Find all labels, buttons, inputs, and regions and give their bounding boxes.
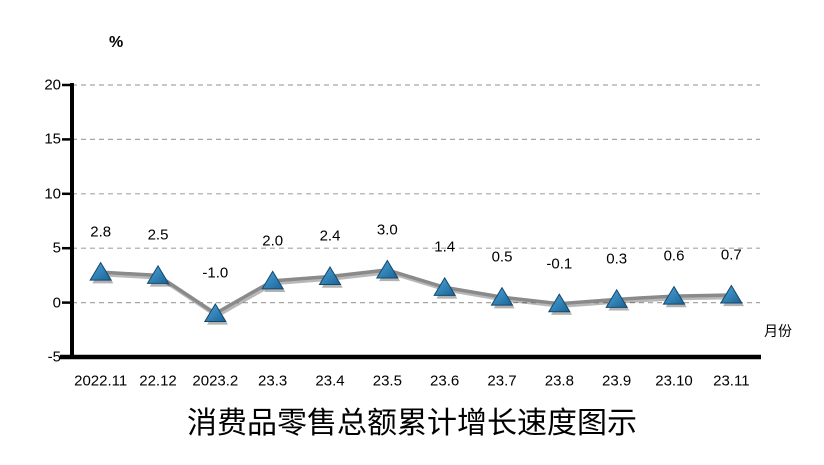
x-tick-label-23.11: 23.11 <box>713 372 750 390</box>
data-label-23.4: 2.4 <box>319 227 341 245</box>
data-label-2023.2: -1.0 <box>202 264 229 282</box>
y-tick-label-20: 20 <box>44 76 61 94</box>
data-label-23.6: 1.4 <box>434 238 456 256</box>
data-point-marker-23.6 <box>433 276 457 296</box>
chart-title: 消费品零售总额累计增长速度图示 <box>187 407 637 440</box>
data-label-2022.11: 2.8 <box>90 223 112 241</box>
data-point-marker-23.4 <box>318 266 342 285</box>
x-axis-title: 月份 <box>764 323 792 339</box>
data-point-marker-23.3 <box>261 270 285 290</box>
data-label-23.11: 0.7 <box>720 246 742 264</box>
y-tick-label-0: 0 <box>52 294 61 312</box>
data-label-23.10: 0.6 <box>663 247 685 265</box>
data-point-marker-2023.2 <box>203 303 227 322</box>
data-label-23.3: 2.0 <box>262 232 284 250</box>
y-tick-label-5: 5 <box>52 239 61 257</box>
x-tick-label-23.6: 23.6 <box>430 372 460 390</box>
data-label-23.8: -0.1 <box>546 255 573 273</box>
data-label-22.12: 2.5 <box>147 226 169 244</box>
data-point-marker-23.8 <box>547 293 571 313</box>
x-tick-label-2022.11: 2022.11 <box>74 372 128 390</box>
data-point-marker-23.10 <box>662 285 686 305</box>
data-point-marker-23.9 <box>605 288 629 308</box>
series-line <box>100 268 732 316</box>
data-point-marker-23.11 <box>719 284 743 304</box>
x-tick-label-23.10: 23.10 <box>655 372 693 390</box>
y-tick-label-10: 10 <box>44 185 61 203</box>
data-point-marker-23.5 <box>375 259 399 279</box>
x-tick-label-2023.2: 2023.2 <box>192 372 239 390</box>
x-tick-label-23.8: 23.8 <box>544 372 574 390</box>
data-point-marker-22.12 <box>146 264 170 284</box>
x-tick-label-23.4: 23.4 <box>315 372 345 390</box>
x-tick-label-22.12: 22.12 <box>139 372 177 390</box>
x-tick-label-23.3: 23.3 <box>258 372 288 390</box>
data-label-23.7: 0.5 <box>491 248 513 266</box>
x-tick-label-23.5: 23.5 <box>372 372 402 390</box>
y-tick-label--5: -5 <box>47 348 61 366</box>
data-point-marker-2022.11 <box>89 261 113 281</box>
x-tick-label-23.9: 23.9 <box>602 372 632 390</box>
y-axis-unit-label: % <box>109 34 124 51</box>
data-point-marker-23.7 <box>490 286 514 306</box>
data-label-23.9: 0.3 <box>606 250 628 268</box>
x-tick-label-23.7: 23.7 <box>487 372 517 390</box>
data-label-23.5: 3.0 <box>376 221 398 239</box>
y-tick-label-15: 15 <box>44 130 61 148</box>
